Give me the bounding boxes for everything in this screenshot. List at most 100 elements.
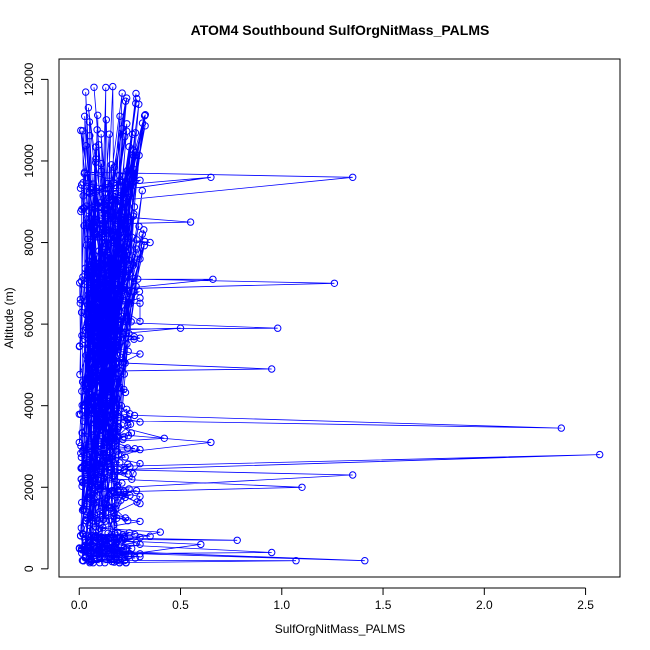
data-point bbox=[116, 112, 124, 121]
data-point bbox=[85, 179, 93, 187]
data-point bbox=[132, 282, 140, 291]
data-point bbox=[75, 342, 84, 350]
data-point bbox=[75, 410, 84, 418]
data-point bbox=[136, 299, 144, 307]
data-point bbox=[128, 544, 136, 553]
data-point bbox=[76, 279, 84, 287]
data-point bbox=[108, 212, 116, 220]
data-point bbox=[102, 83, 110, 92]
data-point bbox=[122, 545, 130, 553]
data-point bbox=[79, 192, 87, 200]
data-point bbox=[118, 124, 126, 133]
data-point bbox=[85, 283, 94, 292]
data-point bbox=[113, 550, 122, 558]
data-point bbox=[95, 508, 104, 516]
data-point bbox=[102, 295, 110, 303]
data-point bbox=[89, 432, 97, 440]
data-point bbox=[83, 512, 91, 520]
data-point bbox=[78, 429, 86, 437]
data-point bbox=[268, 365, 276, 373]
data-point bbox=[76, 295, 85, 304]
data-point bbox=[104, 529, 112, 537]
data-point bbox=[87, 447, 96, 456]
data-point bbox=[99, 340, 107, 348]
data-point bbox=[86, 189, 94, 198]
data-point bbox=[87, 549, 95, 558]
data-point bbox=[141, 237, 149, 246]
data-point bbox=[132, 538, 140, 547]
data-point bbox=[125, 266, 133, 275]
data-point bbox=[121, 359, 129, 367]
data-point bbox=[99, 515, 108, 523]
plot-layer bbox=[75, 82, 604, 567]
data-point bbox=[75, 438, 84, 447]
data-point bbox=[103, 248, 112, 256]
data-point bbox=[76, 299, 85, 307]
data-point bbox=[111, 295, 119, 303]
data-point bbox=[102, 439, 110, 447]
data-point bbox=[86, 481, 95, 489]
data-point bbox=[99, 523, 107, 532]
data-point bbox=[103, 179, 112, 188]
data-point bbox=[87, 492, 96, 500]
data-point bbox=[92, 158, 100, 167]
data-point bbox=[97, 276, 105, 285]
data-point bbox=[95, 398, 103, 406]
data-point bbox=[123, 94, 131, 102]
data-point bbox=[112, 222, 120, 231]
data-point bbox=[86, 214, 94, 222]
data-point bbox=[97, 533, 106, 542]
data-point bbox=[92, 515, 100, 523]
data-point bbox=[104, 275, 112, 284]
data-point bbox=[121, 133, 129, 141]
data-point bbox=[130, 152, 138, 161]
data-point bbox=[76, 370, 84, 379]
data-point bbox=[85, 374, 93, 382]
data-point bbox=[110, 259, 119, 267]
data-point bbox=[141, 111, 150, 119]
data-point bbox=[92, 549, 101, 557]
data-point bbox=[330, 279, 339, 287]
data-point bbox=[136, 418, 144, 426]
data-point bbox=[120, 385, 128, 394]
data-point bbox=[78, 331, 86, 340]
data-point bbox=[95, 405, 104, 413]
data-point bbox=[90, 513, 98, 522]
data-point bbox=[100, 194, 108, 203]
data-point bbox=[117, 283, 126, 291]
data-point bbox=[127, 318, 135, 326]
y-tick-label: 10000 bbox=[22, 144, 36, 178]
data-point bbox=[113, 433, 121, 441]
data-point bbox=[119, 536, 127, 544]
data-point bbox=[108, 455, 117, 464]
data-point bbox=[87, 557, 95, 566]
data-point bbox=[103, 406, 112, 415]
data-point bbox=[140, 226, 148, 234]
data-point bbox=[114, 324, 122, 332]
data-point bbox=[91, 522, 100, 531]
data-point bbox=[110, 163, 119, 172]
data-point bbox=[89, 474, 98, 483]
data-point bbox=[91, 462, 100, 470]
data-point bbox=[90, 278, 98, 286]
data-point bbox=[118, 353, 126, 362]
data-point bbox=[100, 297, 109, 305]
data-point bbox=[108, 337, 116, 345]
data-point bbox=[135, 222, 143, 231]
data-point bbox=[110, 291, 118, 299]
data-point bbox=[106, 255, 114, 263]
data-point bbox=[123, 340, 131, 348]
data-point bbox=[109, 433, 118, 441]
data-point bbox=[140, 242, 149, 250]
data-point bbox=[103, 422, 112, 431]
data-point bbox=[298, 483, 306, 491]
data-point bbox=[119, 330, 127, 338]
data-point bbox=[95, 492, 103, 500]
data-point bbox=[87, 399, 95, 407]
data-point bbox=[138, 230, 147, 238]
data-point bbox=[80, 335, 89, 344]
data-point bbox=[121, 273, 130, 281]
data-point bbox=[114, 528, 122, 537]
data-point bbox=[114, 451, 123, 459]
data-point bbox=[118, 479, 126, 487]
